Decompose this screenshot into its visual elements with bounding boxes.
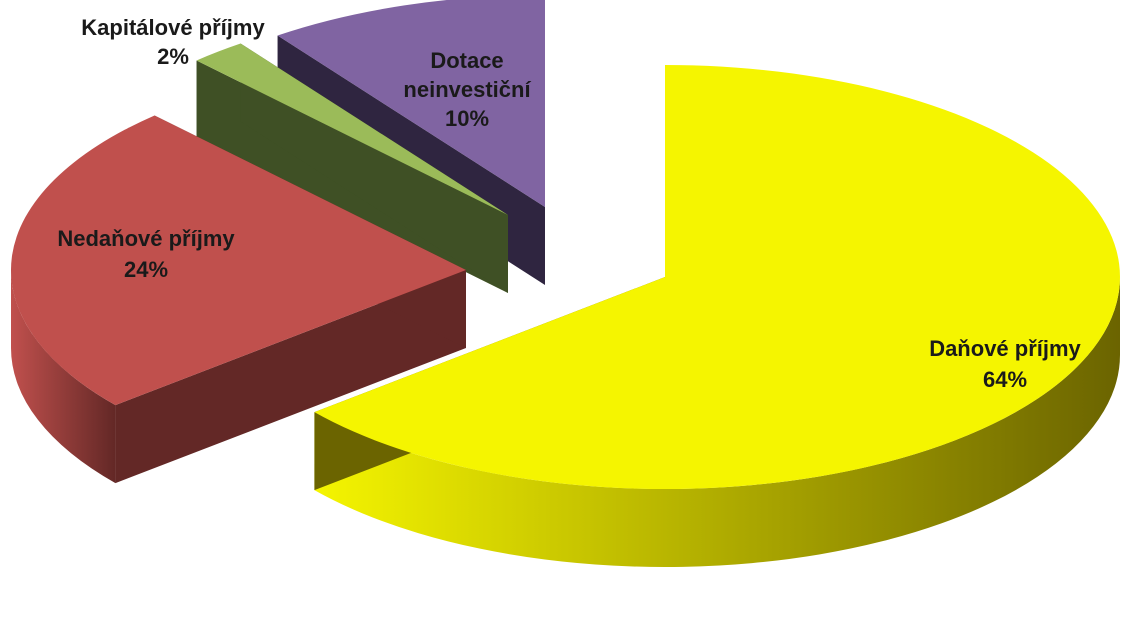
label-danove-name: Daňové příjmy	[929, 336, 1081, 361]
slice-top-danove-prijmy	[314, 65, 1120, 490]
slice-wall-nedanove-prijmy	[11, 270, 116, 484]
label-danove-pct: 64%	[983, 367, 1027, 392]
label-nedanove-name: Nedaňové příjmy	[57, 226, 235, 251]
slice-tops	[11, 0, 1120, 490]
slice-top-dotace-neinvesticni	[277, 0, 545, 207]
slice-top-nedanove-prijmy	[11, 115, 467, 406]
slice-top-kapitalove-prijmy	[196, 43, 508, 215]
slice-wall-danove-prijmy	[314, 277, 1120, 568]
label-kapitalove-pct: 2%	[157, 44, 189, 69]
label-dotace-name-line2: neinvestiční	[403, 77, 531, 102]
label-nedanove-pct: 24%	[124, 257, 168, 282]
slice-labels: Kapitálové příjmy 2% Dotace neinvestiční…	[57, 15, 1081, 392]
label-kapitalove-name: Kapitálové příjmy	[81, 15, 265, 40]
label-dotace-pct: 10%	[445, 106, 489, 131]
slice-face-nedanove-prijmy-0	[115, 270, 466, 484]
label-dotace-name-line1: Dotace	[430, 48, 503, 73]
